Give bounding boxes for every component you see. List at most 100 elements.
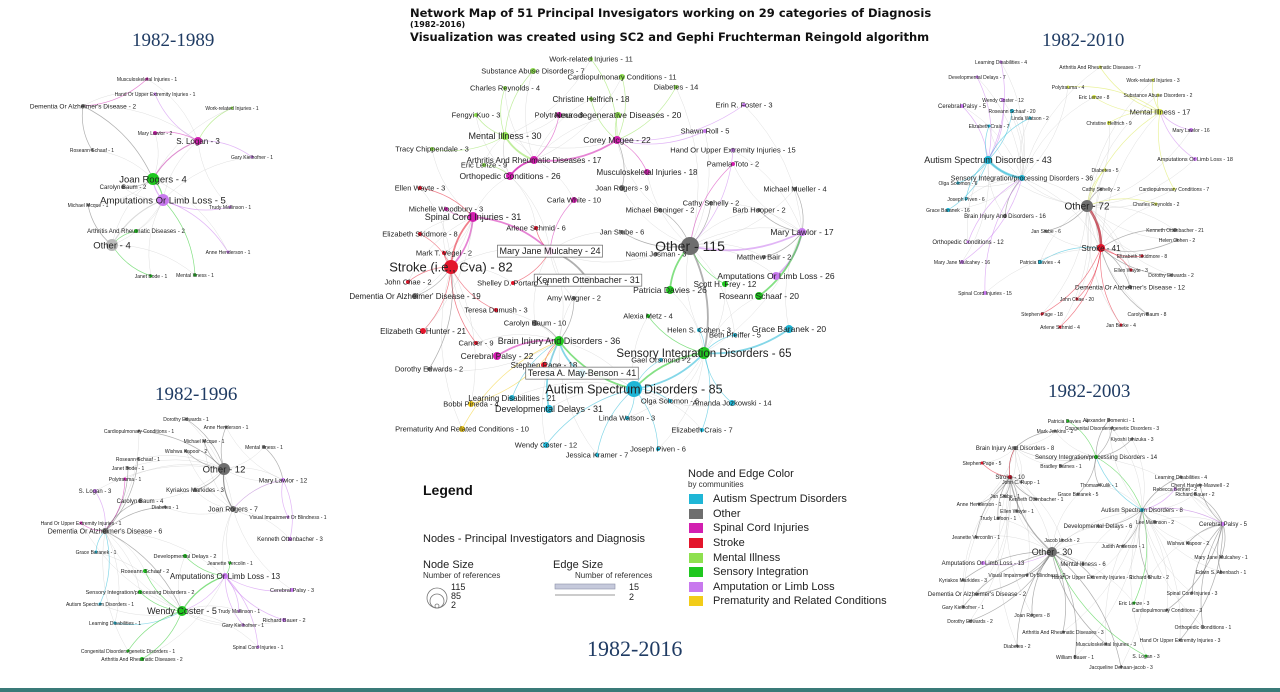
network-edge	[1067, 420, 1097, 458]
legend-community-label: Other	[713, 507, 741, 520]
network-node-label: S. Logan - 3	[1132, 654, 1159, 660]
network-node-label: Orthopedic Conditions - 1	[1175, 625, 1232, 631]
network-node-label: Edwin S. Abenbach - 1	[1196, 570, 1247, 576]
network-node	[1145, 312, 1149, 316]
network-edge	[1108, 419, 1143, 511]
network-node	[420, 328, 426, 334]
network-node-label: Dorothy Edwards - 2	[1148, 273, 1194, 279]
network-edge	[703, 231, 803, 354]
network-node	[541, 362, 547, 368]
network-edge	[689, 130, 710, 247]
network-edge	[1051, 551, 1147, 657]
network-node	[230, 506, 236, 512]
network-node	[1019, 175, 1025, 181]
network-edge	[1111, 427, 1143, 511]
network-node-label: Cathy Schelly - 2	[1082, 187, 1120, 193]
network-node-label: Dementia Or Alzheimer's Disease - 6	[48, 528, 163, 535]
network-node	[1073, 655, 1077, 659]
network-node	[136, 457, 140, 461]
network-node	[1140, 254, 1144, 258]
network-edge	[181, 605, 240, 612]
network-node-label: Wishwa Kapoor - 2	[1167, 541, 1209, 547]
network-node	[1169, 273, 1173, 277]
network-node	[474, 341, 478, 345]
network-edge	[1009, 476, 1030, 576]
network-edge	[504, 135, 618, 149]
network-node-label: Thomas Kulik - 1	[1080, 483, 1118, 489]
network-edge	[558, 340, 598, 456]
network-node	[143, 569, 147, 573]
network-node	[126, 466, 130, 470]
network-edge	[431, 148, 474, 218]
network-node-label: Shawn Roll - 5	[681, 127, 730, 136]
network-edge	[590, 58, 618, 141]
network-edge	[504, 87, 535, 161]
network-node	[418, 232, 422, 236]
network-edge	[1095, 419, 1110, 458]
network-node	[1193, 157, 1197, 161]
bottom-border	[0, 688, 1280, 692]
network-node	[983, 291, 987, 295]
network-node-label: Neurodegenerative Diseases - 20	[555, 110, 682, 120]
network-node-label: Kiyoshi Ishizuka - 3	[1110, 437, 1153, 443]
network-node	[1121, 544, 1125, 548]
network-edge	[104, 500, 141, 532]
network-node	[646, 314, 650, 318]
network-edge	[1100, 247, 1122, 326]
network-node	[762, 255, 766, 259]
network-node-label: Jacqueline Dehaan-jacob - 3	[1089, 665, 1153, 671]
network-node	[772, 272, 780, 280]
network-node	[1003, 494, 1007, 498]
network-node-label: Carla White - 10	[547, 196, 601, 205]
network-edge	[1100, 111, 1161, 249]
network-node-label: Eric Lenze - 3	[1119, 601, 1150, 607]
network-edge	[194, 489, 234, 510]
network-node-label: Bobbi Pineda - 4	[443, 400, 498, 409]
network-node-label: Patricia Davies - 4	[1020, 260, 1061, 266]
network-node-label: Musculoskeletal Injuries - 1	[117, 77, 178, 83]
network-node-label: Stroke (i.e., Cva) - 82	[389, 260, 513, 275]
network-node	[482, 163, 486, 167]
network-edge	[104, 530, 120, 624]
network-node	[137, 429, 141, 433]
network-edge	[689, 245, 709, 354]
network-node	[722, 281, 728, 287]
network-node-label: Learning Disabilities - 4	[1155, 475, 1207, 481]
network-node	[1219, 555, 1223, 559]
network-node	[1092, 95, 1096, 99]
legend-community-item: Other	[688, 507, 887, 522]
network-edge	[104, 458, 139, 532]
legend-edge-size-subtitle: Number of references	[575, 571, 653, 580]
network-edge	[184, 555, 226, 577]
network-node	[218, 463, 230, 475]
network-edge	[146, 78, 199, 142]
network-node-label: Roseann Schaaf - 20	[719, 291, 799, 301]
network-node	[288, 537, 292, 541]
network-edge	[633, 352, 705, 390]
network-edge	[80, 522, 183, 612]
network-node-label: Hand Or Upper Extremity Injuries - 3	[1140, 638, 1221, 644]
network-node	[572, 296, 576, 300]
network-edge	[1086, 205, 1143, 257]
network-node	[545, 405, 553, 413]
network-edge	[162, 156, 253, 201]
network-edge	[197, 140, 231, 208]
network-node-label: Corey Mcgee - 22	[583, 135, 651, 145]
network-node	[1151, 78, 1155, 82]
network-edge	[1159, 111, 1196, 160]
network-edge	[1086, 188, 1175, 208]
network-edges	[80, 418, 293, 660]
network-edge	[1120, 509, 1148, 668]
network-edge	[732, 163, 803, 233]
network-edge	[225, 426, 284, 481]
network-node-label: Joan Rogers - 4	[119, 174, 187, 185]
network-node-label: Richard Bauer - 2	[262, 618, 305, 624]
legend-community-list: Autism Spectrum Disorders Other Spinal Cor…	[688, 492, 887, 609]
network-edge	[1051, 551, 1077, 658]
network-node	[589, 97, 593, 101]
network-node	[961, 605, 965, 609]
network-node	[230, 106, 234, 110]
network-node-label: Mary Jane Mulcahey - 1	[1194, 555, 1248, 561]
